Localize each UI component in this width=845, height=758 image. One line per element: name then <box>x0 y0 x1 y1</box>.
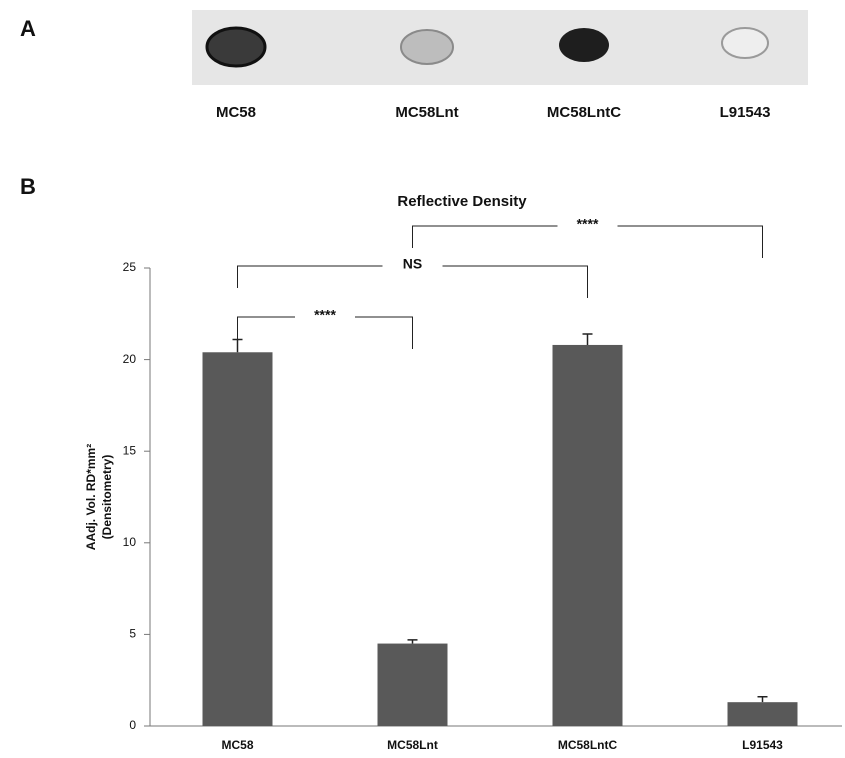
bar <box>203 352 273 726</box>
y-axis-label: AAdj. Vol. RD*mm² <box>84 444 98 550</box>
x-tick-label: MC58LntC <box>558 738 618 752</box>
y-tick-label: 0 <box>129 718 136 732</box>
y-tick-label: 25 <box>123 260 137 274</box>
bar <box>553 345 623 726</box>
blot-membrane <box>192 10 808 85</box>
y-tick-label: 20 <box>123 352 137 366</box>
panel-label: B <box>20 174 36 199</box>
error-bar <box>758 697 768 702</box>
panel-label: A <box>20 16 36 41</box>
chart-title: Reflective Density <box>397 193 527 210</box>
error-bar <box>408 640 418 644</box>
y-axis-label: (Densitometry) <box>100 455 114 540</box>
y-tick-label: 15 <box>123 443 137 457</box>
significance-label: NS <box>403 256 422 272</box>
lane-label: MC58Lnt <box>395 104 458 121</box>
error-bar <box>233 339 243 352</box>
blot-dot <box>559 28 609 62</box>
blot-dot <box>207 28 265 66</box>
lane-label: MC58 <box>216 104 256 121</box>
significance-label: **** <box>314 307 336 323</box>
bar <box>728 702 798 726</box>
blot-dot <box>722 28 768 58</box>
lane-label: MC58LntC <box>547 104 621 121</box>
y-tick-label: 5 <box>129 627 136 641</box>
lane-label: L91543 <box>720 104 771 121</box>
x-tick-label: MC58Lnt <box>387 738 438 752</box>
error-bar <box>583 334 593 345</box>
x-tick-label: MC58 <box>221 738 253 752</box>
significance-label: **** <box>577 216 599 232</box>
figure: A B Reflective Density AAdj. Vol. RD*mm²… <box>0 0 845 758</box>
x-tick-label: L91543 <box>742 738 783 752</box>
y-tick-label: 10 <box>123 535 137 549</box>
blot-dot <box>401 30 453 64</box>
page: A B Reflective Density AAdj. Vol. RD*mm²… <box>0 0 845 758</box>
bar <box>378 644 448 726</box>
